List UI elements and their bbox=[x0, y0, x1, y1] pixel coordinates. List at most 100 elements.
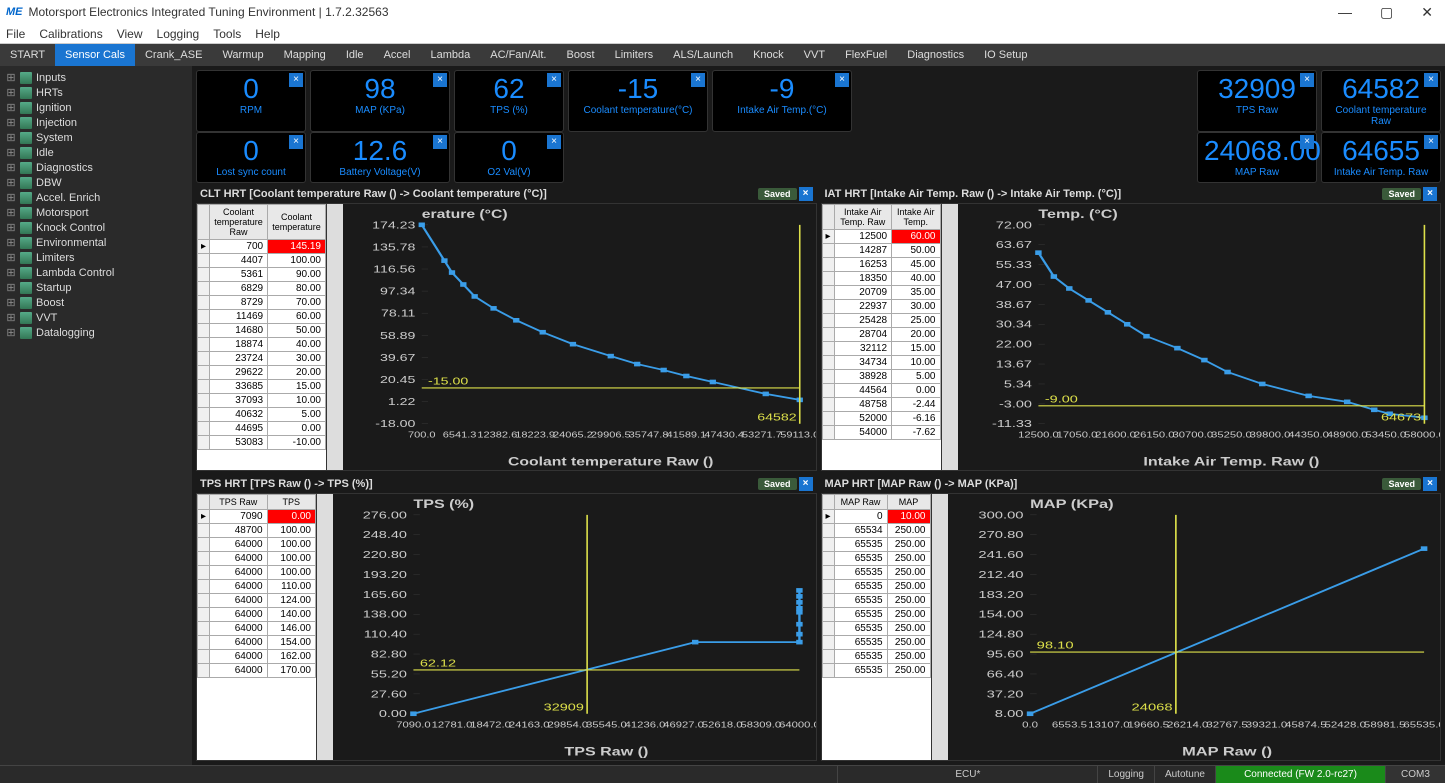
scrollbar[interactable] bbox=[942, 204, 958, 470]
menu-view[interactable]: View bbox=[117, 27, 143, 41]
tab-accel[interactable]: Accel bbox=[374, 44, 421, 66]
menu-tools[interactable]: Tools bbox=[213, 27, 241, 41]
tab-lambda[interactable]: Lambda bbox=[420, 44, 480, 66]
table-row[interactable]: ▸700145.19 bbox=[198, 240, 326, 254]
gauge-close-icon[interactable]: × bbox=[547, 73, 561, 87]
expand-icon[interactable]: ⊞ bbox=[6, 281, 16, 294]
expand-icon[interactable]: ⊞ bbox=[6, 296, 16, 309]
table-row[interactable]: 2372430.00 bbox=[198, 352, 326, 366]
gauge-close-icon[interactable]: × bbox=[289, 73, 303, 87]
gauge-close-icon[interactable]: × bbox=[1300, 73, 1314, 87]
gauge-close-icon[interactable]: × bbox=[1300, 135, 1314, 149]
table-row[interactable]: 536190.00 bbox=[198, 268, 326, 282]
table-row[interactable]: 53083-10.00 bbox=[198, 436, 326, 450]
table-row[interactable]: 64000100.00 bbox=[198, 538, 316, 552]
table-row[interactable]: 4407100.00 bbox=[198, 254, 326, 268]
scrollbar[interactable] bbox=[932, 494, 948, 760]
table-row[interactable]: 65535250.00 bbox=[822, 636, 930, 650]
expand-icon[interactable]: ⊞ bbox=[6, 251, 16, 264]
tree-item-knock-control[interactable]: ⊞ Knock Control bbox=[0, 220, 192, 235]
scrollbar[interactable] bbox=[327, 204, 343, 470]
panel-close-icon[interactable]: × bbox=[799, 477, 813, 491]
tree-item-startup[interactable]: ⊞ Startup bbox=[0, 280, 192, 295]
expand-icon[interactable]: ⊞ bbox=[6, 146, 16, 159]
table-row[interactable]: 64000146.00 bbox=[198, 622, 316, 636]
table-row[interactable]: 1468050.00 bbox=[198, 324, 326, 338]
table-row[interactable]: 64000100.00 bbox=[198, 566, 316, 580]
table-row[interactable]: 64000162.00 bbox=[198, 650, 316, 664]
expand-icon[interactable]: ⊞ bbox=[6, 206, 16, 219]
expand-icon[interactable]: ⊞ bbox=[6, 326, 16, 339]
tree-item-motorsport[interactable]: ⊞ Motorsport bbox=[0, 205, 192, 220]
table-row[interactable]: 64000154.00 bbox=[198, 636, 316, 650]
table-row[interactable]: 65534250.00 bbox=[822, 524, 930, 538]
gauge-close-icon[interactable]: × bbox=[547, 135, 561, 149]
tree-item-inputs[interactable]: ⊞ Inputs bbox=[0, 70, 192, 85]
tab-vvt[interactable]: VVT bbox=[794, 44, 835, 66]
gauge-close-icon[interactable]: × bbox=[691, 73, 705, 87]
table-row[interactable]: 2962220.00 bbox=[198, 366, 326, 380]
table-row[interactable]: 1887440.00 bbox=[198, 338, 326, 352]
expand-icon[interactable]: ⊞ bbox=[6, 161, 16, 174]
table-row[interactable]: 65535250.00 bbox=[822, 538, 930, 552]
tree-item-limiters[interactable]: ⊞ Limiters bbox=[0, 250, 192, 265]
hrt-table[interactable]: Intake Air Temp. RawIntake Air Temp. ▸12… bbox=[822, 204, 942, 470]
table-row[interactable]: 65535250.00 bbox=[822, 552, 930, 566]
minimize-button[interactable]: — bbox=[1332, 4, 1358, 21]
panel-close-icon[interactable]: × bbox=[1423, 187, 1437, 201]
gauge-close-icon[interactable]: × bbox=[835, 73, 849, 87]
tree-item-idle[interactable]: ⊞ Idle bbox=[0, 145, 192, 160]
table-row[interactable]: ▸1250060.00 bbox=[822, 230, 940, 244]
tree-item-lambda-control[interactable]: ⊞ Lambda Control bbox=[0, 265, 192, 280]
tab-knock[interactable]: Knock bbox=[743, 44, 794, 66]
expand-icon[interactable]: ⊞ bbox=[6, 101, 16, 114]
table-row[interactable]: 1146960.00 bbox=[198, 310, 326, 324]
tree-item-system[interactable]: ⊞ System bbox=[0, 130, 192, 145]
gauge-close-icon[interactable]: × bbox=[433, 135, 447, 149]
table-row[interactable]: 872970.00 bbox=[198, 296, 326, 310]
hrt-table[interactable]: Coolant temperature RawCoolant temperatu… bbox=[197, 204, 327, 470]
tree-item-datalogging[interactable]: ⊞ Datalogging bbox=[0, 325, 192, 340]
tab-sensor-cals[interactable]: Sensor Cals bbox=[55, 44, 135, 66]
table-row[interactable]: 1428750.00 bbox=[822, 244, 940, 258]
table-row[interactable]: 3368515.00 bbox=[198, 380, 326, 394]
table-row[interactable]: 446950.00 bbox=[198, 422, 326, 436]
expand-icon[interactable]: ⊞ bbox=[6, 86, 16, 99]
tab-io-setup[interactable]: IO Setup bbox=[974, 44, 1037, 66]
gauge-close-icon[interactable]: × bbox=[1424, 135, 1438, 149]
tab-idle[interactable]: Idle bbox=[336, 44, 374, 66]
table-row[interactable]: 3211215.00 bbox=[822, 342, 940, 356]
gauge-close-icon[interactable]: × bbox=[289, 135, 303, 149]
hrt-table[interactable]: TPS RawTPS ▸70900.00 48700100.00 6400010… bbox=[197, 494, 317, 760]
tab-ac-fan-alt-[interactable]: AC/Fan/Alt. bbox=[480, 44, 556, 66]
status-logging[interactable]: Logging bbox=[1097, 766, 1154, 783]
table-row[interactable]: 64000124.00 bbox=[198, 594, 316, 608]
panel-close-icon[interactable]: × bbox=[799, 187, 813, 201]
panel-close-icon[interactable]: × bbox=[1423, 477, 1437, 491]
table-row[interactable]: 445640.00 bbox=[822, 384, 940, 398]
table-row[interactable]: ▸70900.00 bbox=[198, 510, 316, 524]
table-row[interactable]: 64000110.00 bbox=[198, 580, 316, 594]
tree-item-injection[interactable]: ⊞ Injection bbox=[0, 115, 192, 130]
table-row[interactable]: 65535250.00 bbox=[822, 650, 930, 664]
gauge-close-icon[interactable]: × bbox=[433, 73, 447, 87]
expand-icon[interactable]: ⊞ bbox=[6, 221, 16, 234]
table-row[interactable]: 65535250.00 bbox=[822, 608, 930, 622]
table-row[interactable]: 1835040.00 bbox=[822, 272, 940, 286]
menu-logging[interactable]: Logging bbox=[157, 27, 200, 41]
table-row[interactable]: 1625345.00 bbox=[822, 258, 940, 272]
tab-boost[interactable]: Boost bbox=[556, 44, 604, 66]
expand-icon[interactable]: ⊞ bbox=[6, 191, 16, 204]
table-row[interactable]: 52000-6.16 bbox=[822, 412, 940, 426]
table-row[interactable]: 65535250.00 bbox=[822, 580, 930, 594]
tab-crank-ase[interactable]: Crank_ASE bbox=[135, 44, 212, 66]
tree-item-ignition[interactable]: ⊞ Ignition bbox=[0, 100, 192, 115]
expand-icon[interactable]: ⊞ bbox=[6, 176, 16, 189]
expand-icon[interactable]: ⊞ bbox=[6, 266, 16, 279]
menu-calibrations[interactable]: Calibrations bbox=[39, 27, 102, 41]
tree-item-environmental[interactable]: ⊞ Environmental bbox=[0, 235, 192, 250]
expand-icon[interactable]: ⊞ bbox=[6, 131, 16, 144]
hrt-table[interactable]: MAP RawMAP ▸010.00 65534250.00 65535250.… bbox=[822, 494, 932, 760]
tree-item-accel-enrich[interactable]: ⊞ Accel. Enrich bbox=[0, 190, 192, 205]
tab-warmup[interactable]: Warmup bbox=[212, 44, 273, 66]
